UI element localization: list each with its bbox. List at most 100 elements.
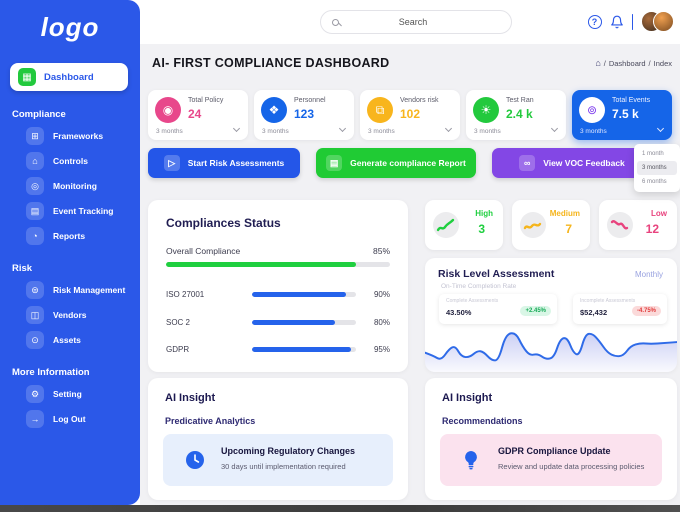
- sidebar-item-controls[interactable]: ⌂ Controls: [26, 152, 140, 170]
- incomplete-assessments-stat: Incomplete Assessments $52,432 -4.75%: [573, 294, 667, 324]
- search-box[interactable]: [320, 10, 512, 34]
- trend-chart: [425, 332, 677, 372]
- compliance-label: GDPR: [166, 344, 190, 354]
- bell-icon[interactable]: [610, 15, 624, 29]
- stat-value: 24: [188, 107, 202, 121]
- compliance-row-iso: ISO 27001 90%: [166, 288, 390, 300]
- sidebar-item-monitoring[interactable]: ◎ Monitoring: [26, 177, 140, 195]
- breadcrumb-sep: /: [648, 58, 651, 68]
- sidebar-item-assets[interactable]: ⊙ Assets: [26, 331, 140, 349]
- help-icon[interactable]: ?: [587, 14, 602, 29]
- period-selector[interactable]: 3 months: [580, 128, 607, 135]
- dropdown-option-1-month[interactable]: 1 month: [642, 151, 664, 157]
- policy-icon: ◉: [155, 97, 181, 123]
- main-content: AI- FIRST COMPLIANCE DASHBOARD ⌂ / Dashb…: [140, 44, 680, 505]
- chat-bubbles-icon: ⧉: [367, 97, 393, 123]
- sidebar-item-label: Reports: [53, 231, 86, 241]
- generate-compliance-report-button[interactable]: ▤ Generate compliance Report: [316, 148, 476, 178]
- period-selector[interactable]: 3 months: [368, 128, 395, 135]
- play-icon: ▷: [163, 155, 180, 171]
- sidebar-item-reports[interactable]: ◔ Reports: [26, 227, 140, 245]
- ai-insight-predictive-panel: AI Insight Predicative Analytics Upcomin…: [148, 378, 408, 500]
- compliance-percent: 95%: [373, 344, 390, 354]
- view-voc-feedback-button[interactable]: ∞ View VOC Feedback: [492, 148, 652, 178]
- breadcrumb-dashboard[interactable]: Dashboard: [608, 58, 646, 68]
- period-selector[interactable]: 3 months: [262, 128, 289, 135]
- stat-value: 123: [294, 107, 315, 121]
- chevron-down-icon[interactable]: [550, 124, 559, 133]
- stat-value: $52,432: [580, 308, 608, 317]
- compliance-row-soc2: SOC 2 80%: [166, 316, 390, 328]
- reports-icon: ◔: [26, 227, 44, 245]
- period-selector[interactable]: 3 months: [156, 128, 183, 135]
- stat-card-test-ran: ☀ Test Ran 2.4 k 3 months: [466, 90, 566, 140]
- chevron-down-icon[interactable]: [338, 124, 347, 133]
- controls-icon: ⌂: [26, 152, 44, 170]
- risk-level-label: Medium: [549, 209, 580, 218]
- sidebar-item-label: Event Tracking: [53, 206, 114, 216]
- risk-level-label: Low: [651, 209, 667, 218]
- compliance-label: ISO 27001: [166, 289, 205, 299]
- chevron-down-icon[interactable]: [444, 124, 453, 133]
- risk-level-value: 7: [565, 222, 572, 236]
- stat-card-total-policy: ◉ Total Policy 24 3 months: [148, 90, 248, 140]
- lightbulb-icon: [462, 450, 480, 475]
- sidebar-item-setting[interactable]: ⚙ Setting: [26, 385, 140, 403]
- ai-insight-recommendations-panel: AI Insight Recommendations GDPR Complian…: [425, 378, 677, 500]
- chevron-down-icon[interactable]: [232, 124, 241, 133]
- stat-card-vendors-risk: ⧉ Vendors risk 102 3 months: [360, 90, 460, 140]
- sidebar-item-event-tracking[interactable]: ▤ Event Tracking: [26, 202, 140, 220]
- regulatory-changes-card[interactable]: Upcoming Regulatory Changes 30 days unti…: [163, 434, 393, 486]
- assets-icon: ⊙: [26, 331, 44, 349]
- sidebar-item-label: Dashboard: [44, 71, 94, 83]
- monthly-selector[interactable]: Monthly: [634, 270, 663, 279]
- logout-icon: →: [26, 410, 44, 428]
- sidebar-item-dashboard[interactable]: ▦ Dashboard: [10, 63, 128, 91]
- search-input[interactable]: [339, 16, 511, 28]
- sparkline-low: [607, 212, 633, 238]
- start-risk-assessments-button[interactable]: ▷ Start Risk Assessments: [148, 148, 300, 178]
- compliance-row-gdpr: GDPR 95%: [166, 343, 390, 355]
- frameworks-icon: ⊞: [26, 127, 44, 145]
- breadcrumb-sep: /: [603, 58, 606, 68]
- stat-label: Personnel: [294, 97, 326, 104]
- event-tracking-icon: ▤: [26, 202, 44, 220]
- stat-value: 43.50%: [446, 308, 472, 317]
- compliance-percent: 80%: [373, 317, 390, 327]
- overall-compliance-value: 85%: [372, 246, 390, 256]
- gdpr-update-card[interactable]: GDPR Compliance Update Review and update…: [440, 434, 662, 486]
- complete-assessments-stat: Complete Assessments 43.50% +2.45%: [439, 294, 557, 324]
- stat-card-personnel: ❖ Personnel 123 3 months: [254, 90, 354, 140]
- dropdown-option-3-months[interactable]: 3 months: [637, 161, 677, 175]
- avatar-front: [653, 11, 674, 32]
- sidebar-item-risk-management[interactable]: ⊜ Risk Management: [26, 281, 140, 299]
- search-icon: [332, 18, 339, 26]
- stat-label: Incomplete Assessments: [580, 298, 636, 304]
- stat-card-total-events: ⊚ Total Events 7.5 k 3 months: [572, 90, 672, 140]
- topbar: ?: [140, 0, 680, 44]
- avatar[interactable]: [641, 11, 674, 32]
- sidebar-item-vendors[interactable]: ◫ Vendors: [26, 306, 140, 324]
- button-label: Start Risk Assessments: [187, 158, 285, 168]
- vendors-icon: ◫: [26, 306, 44, 324]
- sidebar-item-label: Risk Management: [53, 285, 126, 295]
- compliance-percent: 90%: [373, 289, 390, 299]
- events-icon: ⊚: [579, 97, 605, 123]
- period-selector[interactable]: 3 months: [474, 128, 501, 135]
- stat-value: 102: [400, 107, 421, 121]
- overall-compliance-label: Overall Compliance: [166, 246, 241, 256]
- sidebar-item-logout[interactable]: → Log Out: [26, 410, 140, 428]
- chevron-down-icon[interactable]: [656, 124, 665, 133]
- action-button-row: ▷ Start Risk Assessments ▤ Generate comp…: [148, 148, 652, 178]
- dropdown-option-6-months[interactable]: 6 months: [642, 179, 667, 185]
- sidebar-item-frameworks[interactable]: ⊞ Frameworks: [26, 127, 140, 145]
- panel-title: AI Insight: [442, 392, 493, 404]
- panel-subtitle: On-Time Completion Rate: [441, 283, 517, 290]
- sidebar-item-label: Setting: [53, 389, 82, 399]
- panel-subtitle: Predicative Analytics: [165, 416, 256, 426]
- breadcrumb-index[interactable]: Index: [653, 58, 672, 68]
- clock-icon: [185, 450, 205, 475]
- period-dropdown-menu: 1 month 3 months 6 months: [634, 144, 680, 192]
- progress-bar: [252, 346, 356, 352]
- home-icon[interactable]: ⌂: [595, 58, 601, 68]
